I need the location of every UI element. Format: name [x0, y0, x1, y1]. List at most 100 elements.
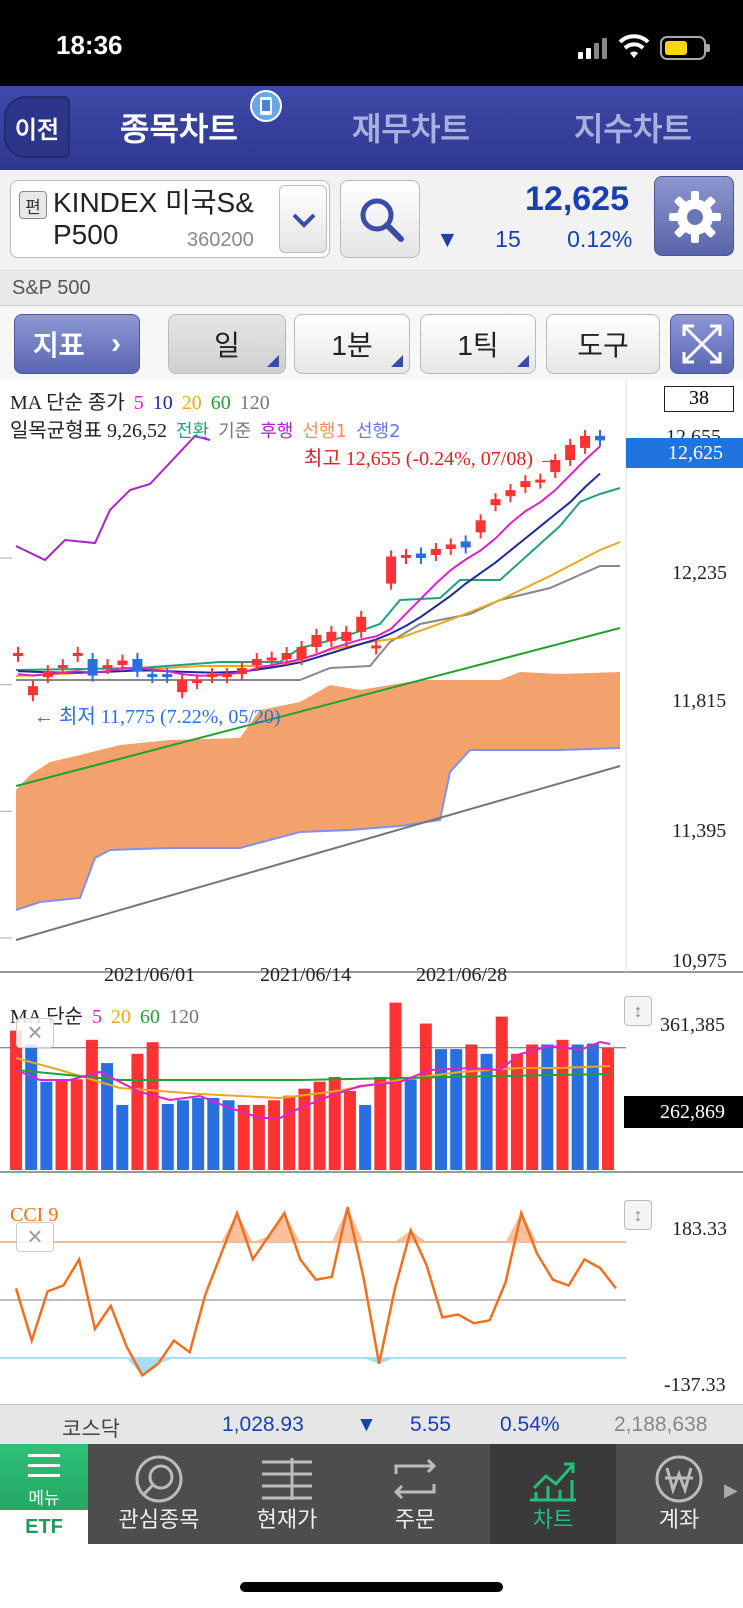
stock-selector[interactable]: 편 KINDEX 미국S& P500 360200: [10, 180, 330, 258]
ma5-line: [17, 445, 601, 677]
period-day-button[interactable]: 일: [168, 314, 286, 374]
vol-ma60-label: 60: [139, 1006, 160, 1028]
volume-bar: [101, 1063, 114, 1170]
volume-bar: [480, 1053, 493, 1170]
back-button[interactable]: 이전: [4, 96, 70, 158]
ichimoku-leading2-label: 선행2: [355, 421, 401, 442]
tab-watchlist[interactable]: 관심종목: [96, 1444, 222, 1544]
tab-account[interactable]: 계좌: [616, 1444, 742, 1544]
volume-bar: [40, 1081, 53, 1170]
tools-label: 도구: [577, 330, 629, 361]
ma5-label: 5: [133, 392, 144, 414]
x-tick-1: 2021/06/01: [104, 964, 196, 986]
ma20-label: 20: [181, 392, 202, 414]
volume-bar: [161, 1103, 174, 1170]
fullscreen-button[interactable]: [670, 314, 734, 374]
volume-bar: [298, 1088, 311, 1170]
tab-order-label: 주문: [394, 1507, 436, 1532]
volume-bar: [313, 1081, 326, 1170]
candle: [356, 616, 367, 632]
candle: [550, 459, 561, 473]
bottom-tab-bar: 메뉴 ETF 관심종목 현재가 주문 차트 계좌 ▶: [0, 1444, 743, 1544]
price-change-row: ▼ 15 0.12%: [436, 226, 632, 253]
top-nav: 이전 종목차트 재무차트 지수차트: [0, 86, 743, 170]
volume-resize-handle[interactable]: ↕: [624, 996, 652, 1026]
candle: [192, 680, 203, 684]
y-tick-4: 10,975: [672, 950, 727, 972]
candle: [401, 554, 411, 558]
volume-bar: [571, 1044, 584, 1170]
candle: [251, 659, 262, 666]
kosdaq-name: 코스닥: [62, 1418, 120, 1441]
tab-index-chart[interactable]: 지수차트: [574, 111, 692, 147]
volume-bar: [586, 1043, 599, 1170]
cci-close-button[interactable]: ×: [16, 1222, 54, 1252]
lagging-span-line: [15, 434, 211, 562]
chart-icon: [530, 1462, 576, 1502]
current-price: 12,625: [525, 180, 629, 218]
volume-ma20-line: [15, 1057, 611, 1100]
settings-button[interactable]: [654, 176, 734, 256]
candle: [430, 548, 441, 555]
candle: [386, 556, 397, 584]
volume-bar: [510, 1053, 523, 1170]
volume-bar: [328, 1077, 341, 1170]
volume-close-button[interactable]: ×: [16, 1018, 54, 1048]
volume-bar: [389, 1002, 402, 1170]
period-tick-button[interactable]: 1틱: [420, 314, 536, 374]
candle: [326, 631, 337, 641]
cci-line: [14, 1206, 617, 1378]
corner-triangle-icon: [517, 355, 529, 367]
volume-bar: [237, 1104, 250, 1170]
gear-icon: [669, 191, 721, 243]
search-button[interactable]: [340, 180, 420, 258]
candle: [102, 665, 113, 669]
tab-chart[interactable]: 차트: [490, 1444, 616, 1544]
volume-current-tag: 262,869: [624, 1096, 743, 1128]
tools-button[interactable]: 도구: [546, 314, 660, 374]
corner-triangle-icon: [267, 355, 279, 367]
tab-order[interactable]: 주문: [352, 1444, 478, 1544]
stock-toolbar: 편 KINDEX 미국S& P500 360200 12,625 ▼ 15 0.…: [0, 170, 743, 270]
order-swap-icon: [393, 1458, 437, 1500]
candle: [341, 631, 352, 641]
tab-current-price[interactable]: 현재가: [224, 1444, 350, 1544]
ma10-label: 10: [152, 392, 173, 414]
period-minute-button[interactable]: 1분: [294, 314, 410, 374]
y-tick-1: 12,235: [672, 562, 727, 584]
status-bar: 18:36: [0, 0, 743, 86]
volume-bar: [252, 1104, 265, 1170]
tab-financial-chart[interactable]: 재무차트: [352, 111, 470, 147]
cci-min-label: -137.33: [664, 1374, 726, 1396]
edit-badge[interactable]: 편: [19, 191, 47, 219]
indicator-button[interactable]: 지표 ›: [14, 314, 140, 374]
candle: [236, 668, 247, 675]
menu-button[interactable]: 메뉴 ETF: [0, 1444, 88, 1544]
volume-bar: [131, 1053, 144, 1170]
status-time: 18:36: [56, 30, 123, 60]
ichimoku-base-label: 기준: [218, 421, 252, 442]
count-box[interactable]: 38: [664, 386, 734, 412]
volume-max-label: 361,385: [660, 1014, 725, 1036]
candle: [281, 653, 292, 660]
volume-bar: [419, 1023, 432, 1170]
candle: [475, 520, 486, 533]
more-arrow-icon[interactable]: ▶: [724, 1480, 738, 1500]
stock-dropdown-button[interactable]: [279, 185, 327, 253]
tab-stock-chart[interactable]: 종목차트: [120, 111, 238, 147]
candle: [415, 553, 426, 558]
kosdaq-volume: 2,188,638: [614, 1413, 708, 1436]
cci-resize-handle[interactable]: ↕: [624, 1200, 652, 1230]
volume-bar: [146, 1042, 159, 1170]
x-tick-3: 2021/06/28: [416, 964, 508, 986]
ma20-line: [15, 541, 621, 677]
ma-legend: MA 단순 종가 5 10 20 60 120: [10, 386, 270, 415]
price-chart[interactable]: [0, 380, 743, 1404]
tab-watchlist-label: 관심종목: [118, 1507, 200, 1532]
candle: [266, 657, 277, 661]
home-indicator[interactable]: [240, 1582, 503, 1592]
candle: [221, 674, 232, 678]
kosdaq-ticker[interactable]: 코스닥 1,028.93 ▼ 5.55 0.54% 2,188,638: [0, 1404, 743, 1444]
candle: [87, 659, 98, 676]
watchlist-icon: [135, 1455, 183, 1503]
